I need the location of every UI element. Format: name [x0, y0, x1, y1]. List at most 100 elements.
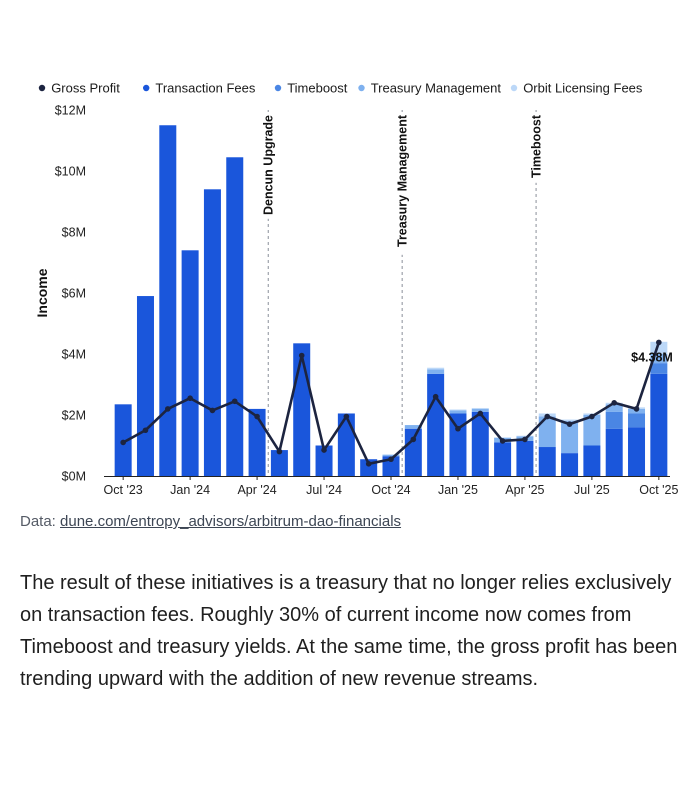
bar-orbit-licensing-fees — [449, 409, 467, 411]
bar-transaction-fees — [449, 413, 467, 476]
bar-treasury-management — [650, 354, 668, 364]
legend-label-treasury-management: Treasury Management — [371, 81, 502, 96]
y-tick-label: $0M — [62, 470, 86, 484]
gross-profit-point — [254, 413, 260, 420]
bar-orbit-licensing-fees — [471, 407, 489, 409]
gross-profit-point — [276, 448, 283, 455]
data-source-prefix: Data: — [20, 513, 61, 530]
gross-profit-point — [365, 461, 372, 467]
gross-profit-point — [165, 406, 171, 412]
bar-transaction-fees — [181, 250, 199, 476]
y-axis-title: Income — [34, 268, 50, 317]
bar-timeboost — [628, 413, 646, 428]
body-paragraph: The result of these initiatives is a tre… — [20, 572, 678, 690]
gross-profit-point — [343, 413, 350, 420]
x-tick-label: Oct '25 — [639, 483, 678, 497]
bar-transaction-fees — [494, 442, 512, 476]
bar-treasury-management — [561, 421, 579, 454]
legend-marker-timeboost — [274, 84, 282, 92]
bar-transaction-fees — [159, 125, 177, 476]
legend-label-timeboost: Timeboost — [287, 81, 348, 96]
legend-label-transaction-fees: Transaction Fees — [155, 81, 255, 96]
gross-profit-point — [477, 410, 484, 417]
last-value-label: $4.38M — [631, 350, 673, 364]
x-tick-label: Oct '24 — [371, 483, 410, 497]
gross-profit-point — [566, 421, 573, 427]
gross-profit-point — [231, 398, 238, 405]
annotation-backing-timeboost — [528, 112, 544, 183]
bar-transaction-fees — [315, 445, 333, 476]
legend-marker-gross-profit — [38, 84, 46, 92]
gross-profit-point — [209, 407, 216, 414]
bar-treasury-management — [538, 416, 556, 448]
bar-transaction-fees — [628, 427, 646, 476]
bar-treasury-management — [449, 410, 467, 414]
x-tick-label: Jul '25 — [574, 483, 610, 497]
bar-transaction-fees — [136, 296, 154, 476]
bar-transaction-fees — [538, 447, 556, 476]
bar-transaction-fees — [516, 440, 534, 476]
bar-treasury-management — [583, 415, 601, 446]
bar-transaction-fees — [471, 411, 489, 476]
bar-orbit-licensing-fees — [650, 341, 668, 354]
gross-profit-point — [544, 413, 551, 420]
x-tick-label: Apr '24 — [237, 483, 276, 497]
bar-timeboost — [605, 411, 623, 429]
y-tick-label: $10M — [55, 165, 86, 179]
bar-treasury-management — [427, 369, 445, 374]
bar-transaction-fees — [650, 373, 668, 476]
bar-orbit-licensing-fees — [516, 435, 534, 437]
data-source: Data: dune.com/entropy_advisors/arbitrum… — [20, 513, 401, 530]
bar-transaction-fees — [561, 453, 579, 476]
income-chart: Gross Profit Transaction Fees Timeboost Tre… — [34, 81, 678, 498]
gross-profit-point — [120, 439, 126, 446]
data-source-link[interactable]: dune.com/entropy_advisors/arbitrum-dao-f… — [60, 513, 402, 530]
bar-transaction-fees — [337, 413, 355, 476]
gross-profit-point — [633, 406, 640, 412]
gross-profit-point — [321, 447, 327, 453]
bar-treasury-management — [404, 425, 422, 429]
bar-transaction-fees — [583, 445, 601, 476]
gross-profit-point — [499, 438, 506, 444]
bar-transaction-fees — [427, 373, 445, 476]
legend-marker-orbit-licensing-fees — [510, 84, 518, 92]
bar-timeboost — [650, 363, 668, 374]
bar-orbit-licensing-fees — [561, 419, 579, 422]
annotation-label-timeboost: Timeboost — [530, 114, 544, 178]
gross-profit-point — [589, 413, 595, 420]
legend-marker-transaction-fees — [143, 84, 150, 92]
bar-treasury-management — [471, 408, 489, 412]
x-tick-label: Jan '25 — [438, 483, 478, 497]
bar-treasury-management — [382, 454, 400, 457]
y-tick-label: $12M — [55, 104, 86, 118]
gross-profit-point — [142, 427, 149, 434]
legend-marker-treasury-management — [358, 84, 365, 92]
bar-treasury-management — [605, 404, 623, 412]
x-tick-label: Jan '24 — [170, 483, 210, 497]
annotation-backing-dencun-upgrade — [260, 112, 276, 219]
gross-profit-point — [611, 400, 617, 406]
gross-profit-point — [432, 393, 439, 400]
x-tick-label: Oct '23 — [104, 483, 143, 497]
y-tick-label: $4M — [62, 348, 86, 362]
gross-profit-point — [656, 339, 662, 346]
x-tick-label: Apr '25 — [505, 483, 544, 497]
gross-profit-point — [455, 425, 461, 432]
bar-orbit-licensing-fees — [494, 437, 512, 438]
y-tick-label: $6M — [62, 287, 86, 301]
x-tick-label: Jul '24 — [306, 483, 342, 497]
y-tick-label: $8M — [62, 226, 86, 240]
bar-transaction-fees — [605, 428, 623, 476]
bar-transaction-fees — [203, 189, 221, 477]
gross-profit-point — [410, 436, 417, 443]
gross-profit-line — [122, 341, 661, 466]
y-tick-label: $2M — [62, 409, 86, 423]
bar-transaction-fees — [270, 450, 288, 476]
bar-transaction-fees — [293, 343, 311, 476]
legend-label-orbit-licensing-fees: Orbit Licensing Fees — [523, 81, 643, 96]
legend-label-gross-profit: Gross Profit — [51, 81, 120, 96]
gross-profit-point — [187, 395, 193, 402]
gross-profit-point — [298, 352, 305, 359]
gross-profit-point — [522, 436, 528, 443]
annotation-backing-treasury-management — [394, 112, 410, 255]
